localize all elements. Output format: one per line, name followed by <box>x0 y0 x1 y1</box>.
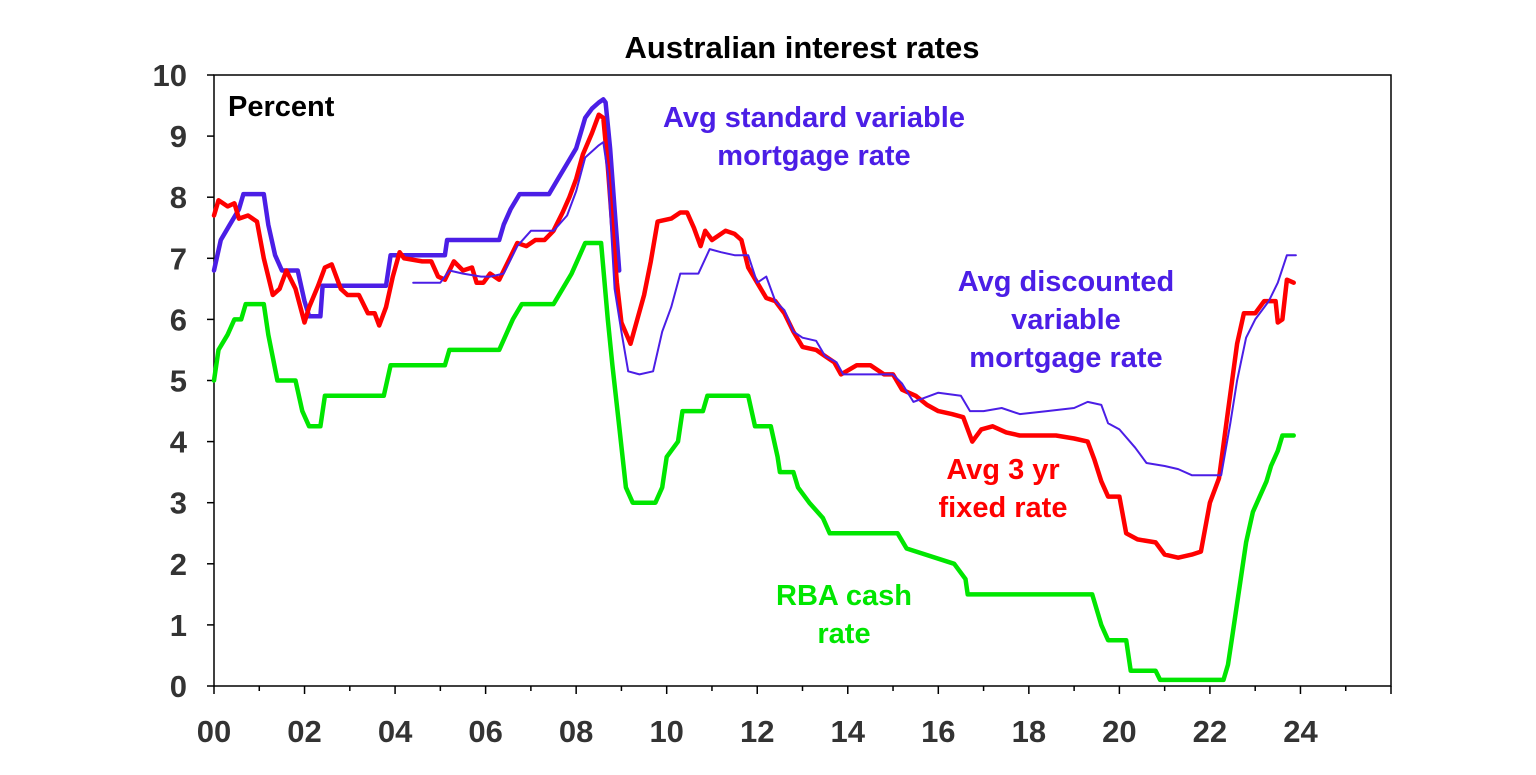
x-tick-label: 00 <box>197 714 231 749</box>
x-tick-label: 22 <box>1193 714 1227 749</box>
x-tick-label: 02 <box>287 714 321 749</box>
series-line-rba-cash <box>211 240 1296 683</box>
y-axis: 0 1 2 3 4 5 6 7 8 9 10 <box>153 58 214 704</box>
y-tick-label: 7 <box>170 241 187 276</box>
y-tick-label: 3 <box>170 486 187 521</box>
x-tick-label: 10 <box>649 714 683 749</box>
label-line: Avg standard variable <box>663 102 965 134</box>
y-tick-label: 1 <box>170 608 187 643</box>
label-line: rate <box>817 618 870 650</box>
y-tick-label: 5 <box>170 364 187 399</box>
x-tick-label: 24 <box>1283 714 1318 749</box>
x-axis: 00 02 04 06 08 10 12 14 16 18 20 22 24 <box>197 686 1392 749</box>
label-three-yr-fixed: Avg 3 yr fixed rate <box>939 454 1068 524</box>
x-tick-label: 08 <box>559 714 593 749</box>
y-tick-label: 0 <box>170 669 187 704</box>
label-line: mortgage rate <box>717 140 910 172</box>
series-line-standard-variable <box>211 97 622 319</box>
x-tick-label: 18 <box>1012 714 1046 749</box>
y-tick-label: 4 <box>170 425 188 460</box>
chart-title: Australian interest rates <box>625 30 980 65</box>
y-tick-label: 2 <box>170 547 187 582</box>
label-discounted-variable: Avg discounted variable mortgage rate <box>958 266 1174 374</box>
series-line-three-yr-fixed <box>211 112 1296 560</box>
x-tick-label: 12 <box>740 714 774 749</box>
label-rba-cash: RBA cash rate <box>776 580 912 650</box>
label-line: fixed rate <box>939 492 1068 524</box>
label-line: RBA cash <box>776 580 912 612</box>
x-tick-label: 20 <box>1102 714 1136 749</box>
unit-label: Percent <box>228 91 335 123</box>
y-tick-label: 9 <box>170 119 187 154</box>
x-tick-label: 14 <box>831 714 866 749</box>
y-tick-label: 10 <box>153 58 187 93</box>
y-tick-label: 8 <box>170 180 187 215</box>
x-tick-label: 06 <box>468 714 502 749</box>
label-line: variable <box>1011 304 1121 336</box>
label-line: Avg discounted <box>958 266 1174 298</box>
series-layer <box>211 97 1297 683</box>
y-tick-label: 6 <box>170 302 187 337</box>
x-tick-label: 04 <box>378 714 413 749</box>
x-tick-label: 16 <box>921 714 955 749</box>
series-line-discounted-variable <box>412 141 1297 477</box>
label-standard-variable: Avg standard variable mortgage rate <box>663 102 965 172</box>
label-line: Avg 3 yr <box>946 454 1059 486</box>
label-line: mortgage rate <box>969 342 1162 374</box>
